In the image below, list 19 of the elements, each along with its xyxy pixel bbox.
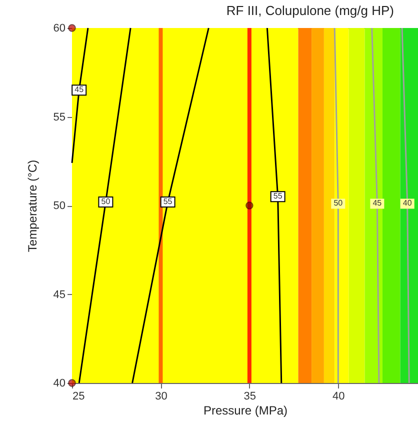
series-label: 50: [101, 196, 111, 206]
y-tick-label: 60: [53, 22, 66, 34]
y-tick-label: 40: [53, 378, 66, 390]
x-tick-label: 30: [155, 390, 168, 402]
chart-title: RF III, Colupulone (mg/g HP): [226, 3, 394, 18]
series-label: 55: [163, 196, 173, 206]
x-tick-label: 25: [72, 390, 85, 402]
y-axis-title: Temperature (°C): [25, 160, 40, 252]
x-tick-label: 35: [244, 390, 256, 402]
x-axis-title: Pressure (MPa): [203, 404, 288, 418]
x-tick-label: 40: [332, 390, 345, 402]
series-label: 45: [74, 85, 84, 94]
series-label: 50: [334, 198, 344, 208]
series-label: 55: [273, 192, 283, 201]
series-label: 40: [402, 198, 412, 208]
series-label: 45: [372, 198, 382, 208]
y-tick-label: 50: [53, 200, 66, 212]
y-tick-label: 45: [53, 288, 66, 301]
y-tick-label: 55: [53, 111, 66, 124]
